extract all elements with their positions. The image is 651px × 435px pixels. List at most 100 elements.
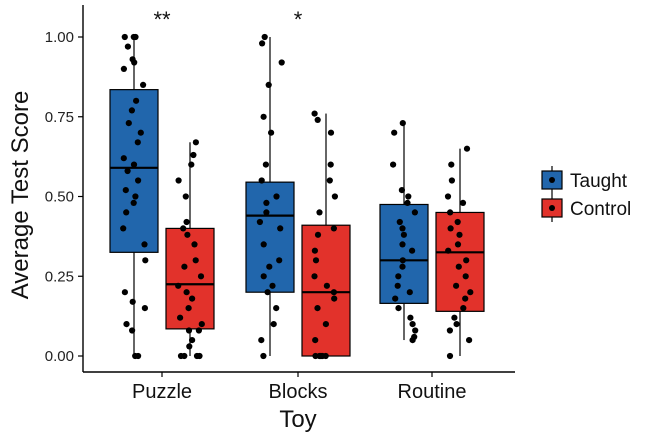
box-iqr xyxy=(379,203,429,304)
data-point xyxy=(311,110,318,117)
data-point xyxy=(183,218,190,226)
data-point xyxy=(278,59,285,66)
data-point xyxy=(273,305,280,312)
x-tick-label: Puzzle xyxy=(132,381,192,403)
data-point xyxy=(276,257,283,264)
data-point xyxy=(181,263,188,270)
data-point xyxy=(451,314,458,321)
data-point xyxy=(133,97,140,104)
data-point xyxy=(123,321,130,328)
data-point xyxy=(266,263,273,270)
data-point xyxy=(190,151,197,159)
data-point xyxy=(265,81,272,88)
data-point xyxy=(180,225,187,232)
data-point xyxy=(277,225,284,232)
data-point xyxy=(129,298,136,305)
data-point xyxy=(273,193,280,200)
axes: 0.00 0.25 0.50 0.75 1.00 Puzzle Blocks Routine xyxy=(45,5,515,403)
box-group-control xyxy=(165,142,215,356)
data-point xyxy=(128,107,135,114)
data-point xyxy=(323,282,330,289)
data-point xyxy=(184,231,191,238)
data-point xyxy=(396,218,403,226)
data-point xyxy=(140,81,147,88)
data-point xyxy=(263,199,270,206)
data-point xyxy=(326,177,333,184)
data-point xyxy=(135,177,142,184)
data-point xyxy=(392,295,399,302)
data-point xyxy=(447,209,454,216)
data-point xyxy=(394,282,401,289)
data-point xyxy=(182,193,189,200)
data-point xyxy=(462,273,469,280)
data-point xyxy=(130,199,137,206)
data-point xyxy=(314,116,321,123)
data-point xyxy=(453,282,460,289)
box-iqr xyxy=(109,89,159,253)
data-point xyxy=(261,33,268,41)
data-point xyxy=(400,231,407,238)
data-point xyxy=(399,263,406,270)
data-point xyxy=(311,247,318,254)
data-point xyxy=(314,305,321,312)
data-point xyxy=(412,327,419,334)
data-point xyxy=(135,352,142,360)
box-group-taught xyxy=(109,37,159,356)
data-point xyxy=(330,225,337,232)
data-point xyxy=(322,321,329,328)
data-point xyxy=(455,263,462,270)
significance-marker: * xyxy=(294,7,303,32)
data-point xyxy=(186,343,193,350)
y-tick-label: 1.00 xyxy=(45,29,74,46)
data-point xyxy=(183,289,190,296)
data-point xyxy=(260,113,267,120)
data-point xyxy=(263,209,270,216)
data-point xyxy=(399,225,406,232)
x-tick-label: Routine xyxy=(398,381,467,403)
data-point xyxy=(446,327,453,334)
data-point xyxy=(462,295,469,302)
data-point xyxy=(409,247,416,254)
data-point xyxy=(259,40,266,47)
data-point xyxy=(395,305,402,312)
y-tick-label: 0.25 xyxy=(45,268,74,285)
data-point xyxy=(189,337,196,344)
data-point xyxy=(454,218,461,226)
data-point xyxy=(124,167,131,175)
data-point xyxy=(185,327,193,334)
legend-key-point xyxy=(549,205,555,211)
data-point xyxy=(137,129,144,136)
data-point xyxy=(198,321,205,328)
data-point xyxy=(407,314,414,321)
data-point xyxy=(120,65,127,72)
data-point xyxy=(466,337,473,344)
data-point xyxy=(130,161,138,168)
data-point xyxy=(120,225,127,232)
data-point xyxy=(196,352,203,360)
data-point xyxy=(125,120,132,127)
data-point xyxy=(467,289,474,296)
data-point xyxy=(124,43,131,50)
plot-area: ** * xyxy=(109,7,485,360)
data-point xyxy=(312,337,319,344)
data-point xyxy=(191,241,198,248)
data-point xyxy=(268,129,275,136)
y-tick-label: 0.75 xyxy=(45,109,74,126)
data-point xyxy=(185,305,192,312)
legend-item-control: Control xyxy=(541,194,631,222)
data-point xyxy=(134,139,141,146)
box-iqr xyxy=(245,181,295,293)
data-point xyxy=(258,337,265,344)
data-point xyxy=(131,59,138,66)
data-point xyxy=(260,352,267,360)
data-point xyxy=(411,209,418,216)
data-point xyxy=(192,257,199,264)
x-axis-title: Toy xyxy=(279,406,316,433)
data-point xyxy=(446,352,454,360)
data-point xyxy=(327,161,334,168)
data-point xyxy=(406,289,413,296)
data-point xyxy=(269,282,276,289)
y-tick-label: 0.50 xyxy=(45,189,74,206)
legend-label: Taught xyxy=(570,171,628,192)
